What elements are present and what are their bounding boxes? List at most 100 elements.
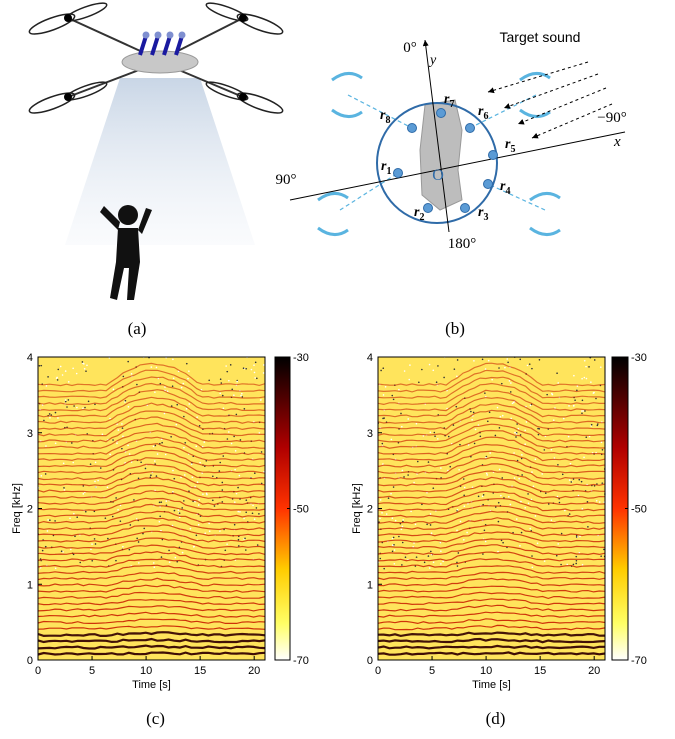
drone-illustration: [28, 2, 284, 300]
speckle: [552, 419, 555, 421]
speckle: [154, 460, 156, 462]
mic-label: r5: [505, 137, 515, 155]
speckle: [197, 504, 200, 506]
speckle: [253, 364, 255, 366]
speckle: [519, 358, 522, 361]
speckle: [172, 377, 175, 380]
speckle: [124, 399, 127, 402]
speckle: [173, 509, 176, 512]
harmonic: [377, 558, 606, 568]
speckle: [221, 501, 224, 503]
mic-index: 8: [385, 115, 390, 126]
speckle: [518, 477, 520, 480]
microphone: [407, 123, 417, 133]
speckle: [593, 484, 596, 487]
speckle: [192, 546, 195, 548]
speckle: [212, 475, 214, 478]
speckle: [575, 555, 578, 558]
speckle: [161, 538, 164, 541]
x-axis-label: Time [s]: [472, 679, 511, 691]
speckle: [575, 536, 578, 538]
speckle: [233, 523, 236, 526]
harmonic: [37, 442, 266, 461]
harmonic: [377, 443, 606, 462]
microphone: [393, 168, 403, 178]
speckle: [226, 370, 229, 373]
speckle: [154, 444, 157, 447]
speckle: [435, 381, 438, 384]
harmonic: [37, 436, 266, 456]
speckle: [171, 385, 174, 388]
harmonic: [377, 624, 606, 631]
speckle: [254, 377, 256, 379]
speckle: [241, 396, 244, 398]
speckle: [481, 358, 484, 361]
y-tick-label: 2: [27, 504, 33, 516]
speckle: [253, 371, 256, 374]
speckle: [219, 461, 222, 464]
speckle: [433, 431, 436, 434]
harmonic: [37, 369, 266, 393]
speckle: [229, 364, 232, 366]
harmonic: [37, 389, 266, 412]
speckle: [234, 450, 237, 452]
speckle: [260, 451, 263, 453]
speckle: [391, 394, 394, 397]
speckle: [44, 545, 47, 548]
speckle: [484, 392, 486, 394]
x-axis-label: x: [613, 134, 621, 150]
speckle: [79, 561, 82, 564]
speckle: [557, 463, 559, 466]
harmonic: [37, 584, 266, 593]
mic-index: 7: [449, 99, 454, 110]
harmonic: [37, 637, 266, 644]
speckle: [183, 500, 185, 502]
speckle: [94, 403, 96, 406]
speckle: [416, 460, 419, 463]
speckle: [45, 445, 47, 447]
speckle: [527, 502, 530, 505]
diagram-labels: Target sound O x y: [428, 29, 621, 184]
speckle: [483, 529, 486, 532]
speckle: [94, 461, 97, 464]
speckle: [407, 418, 410, 420]
speckle: [521, 474, 523, 476]
speckle: [437, 438, 439, 440]
speckle: [534, 458, 537, 461]
harmonic: [37, 530, 266, 543]
mic-label: r7: [444, 92, 454, 110]
colorbar-tick-label: -50: [631, 504, 647, 516]
speckle: [59, 365, 62, 368]
speckle: [550, 448, 553, 451]
speckle: [263, 364, 265, 366]
speckle: [484, 368, 487, 370]
speckle: [183, 415, 185, 418]
speckle: [82, 493, 85, 495]
speckle: [501, 414, 504, 417]
speckle: [531, 566, 534, 569]
speckle: [189, 527, 192, 530]
speckle: [178, 512, 181, 514]
speckle: [66, 406, 68, 408]
harmonic: [37, 497, 266, 512]
speckle: [560, 563, 562, 566]
speckle: [84, 510, 87, 513]
speckle: [519, 544, 521, 547]
speckle: [556, 372, 558, 375]
speckle: [219, 530, 221, 532]
speckle: [496, 406, 499, 409]
harmonic: [377, 456, 606, 474]
speckle: [502, 541, 504, 544]
speckle: [432, 487, 435, 489]
speckle: [486, 420, 489, 423]
speckle: [515, 433, 518, 435]
speckle: [504, 366, 506, 369]
speckle: [119, 520, 122, 522]
speckle: [221, 394, 224, 397]
speckle: [473, 360, 475, 362]
speckle: [440, 467, 442, 469]
harmonic: [37, 449, 266, 468]
speckle: [453, 368, 456, 370]
speckle: [109, 417, 111, 420]
speckle: [429, 431, 432, 434]
